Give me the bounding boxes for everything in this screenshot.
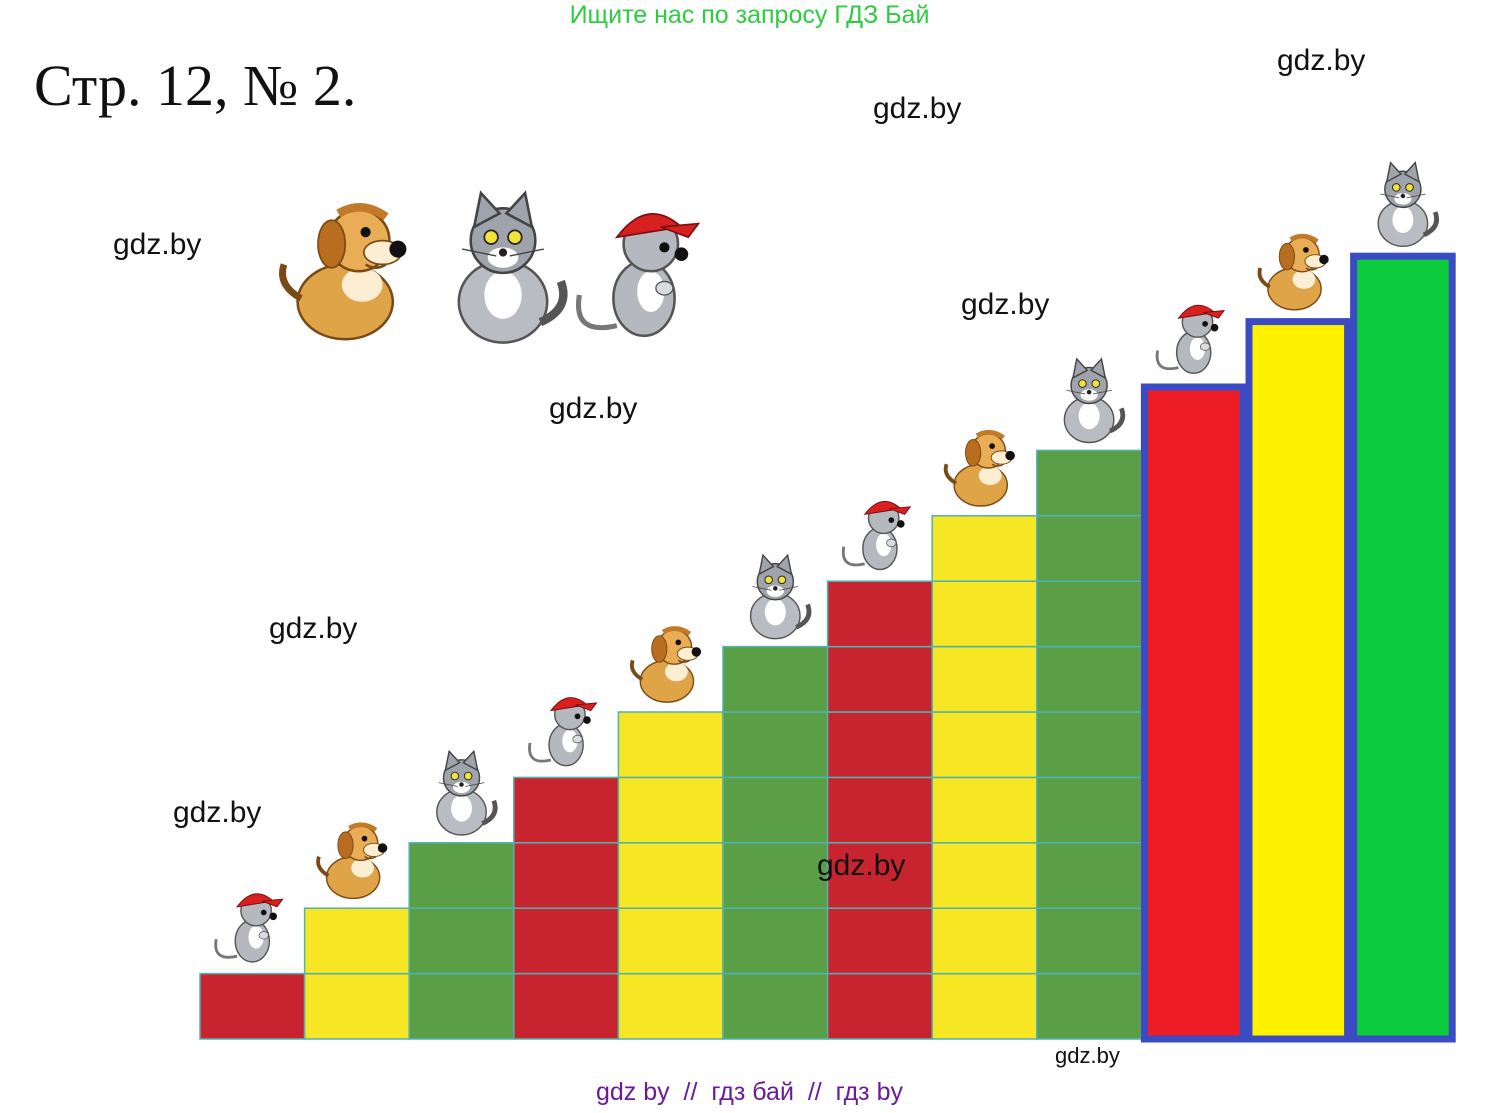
mouse-icon: [214, 892, 285, 964]
header-note: Ищите нас по запросу ГДЗ Бай: [569, 1, 930, 29]
bar-9-cell: [1036, 711, 1143, 779]
cat-icon: [1064, 359, 1122, 443]
bar-6-cell: [722, 907, 829, 975]
bar-2-cell: [303, 972, 410, 1040]
dog-icon: [318, 825, 387, 899]
bar-7-cell: [826, 645, 933, 713]
bar-6-cell: [722, 842, 829, 909]
bar-6-cell: [722, 972, 829, 1040]
bar-7-cell: [826, 972, 933, 1040]
cat-icon: [437, 751, 495, 835]
bar-10: [1140, 383, 1247, 1043]
watermark: gdz.by: [113, 228, 202, 261]
mouse-icon: [841, 499, 912, 571]
bar-8-cell: [931, 515, 1038, 582]
mouse-icon: [528, 696, 598, 768]
bar-8-cell: [931, 842, 1038, 909]
bar-9-cell: [1036, 907, 1143, 975]
bar-3-cell: [408, 972, 515, 1040]
bar-4-cell: [513, 972, 620, 1040]
bar-9-cell: [1036, 842, 1143, 909]
watermark: gdz.by: [549, 392, 638, 425]
bar-7-cell: [826, 907, 933, 975]
sequence-dog-icon: [282, 207, 406, 339]
dog-icon: [1259, 236, 1328, 310]
bar-1-cell: [199, 972, 306, 1040]
bar-12: [1350, 252, 1456, 1043]
bar-9-cell: [1036, 972, 1143, 1040]
bar-9-cell: [1036, 645, 1143, 713]
bar-7-cell: [826, 580, 933, 648]
watermark: gdz.by: [173, 796, 262, 829]
bar-6-cell: [722, 645, 829, 713]
bar-9-cell: [1036, 580, 1143, 648]
bar-5-cell: [617, 776, 724, 844]
cat-icon: [1378, 163, 1436, 247]
mouse-icon: [1155, 303, 1226, 375]
watermark: gdz.by: [1055, 1043, 1120, 1068]
bar-6-cell: [722, 776, 829, 844]
watermark: gdz.by: [961, 288, 1050, 321]
bar-8-cell: [931, 972, 1038, 1040]
bar-8-cell: [931, 907, 1038, 975]
watermark: gdz.by: [873, 92, 962, 125]
bar-8-cell: [931, 776, 1038, 844]
bar-6-cell: [722, 711, 829, 779]
bar-7-cell: [826, 711, 933, 779]
watermark: gdz.by: [817, 849, 906, 882]
bar-8-cell: [931, 645, 1038, 713]
bar-5-cell: [617, 907, 724, 975]
bar-5-cell: [617, 972, 724, 1040]
bar-4-cell: [513, 907, 620, 975]
bar-9-cell: [1036, 515, 1143, 582]
bar-5-cell: [617, 842, 724, 909]
bar-2-cell: [303, 907, 410, 975]
dog-icon: [946, 432, 1015, 506]
bar-11: [1245, 318, 1352, 1043]
bar-4-cell: [513, 776, 620, 844]
dog-icon: [632, 629, 701, 703]
bar-7-cell: [826, 842, 933, 909]
cat-icon: [751, 555, 809, 639]
watermark: gdz.by: [269, 612, 358, 645]
bar-7-cell: [826, 776, 933, 844]
watermark: gdz.by: [1277, 44, 1366, 77]
bar-9-cell: [1036, 776, 1143, 844]
bar-5-cell: [617, 711, 724, 779]
sequence-mouse-icon: [578, 214, 698, 336]
sequence-cat-icon: [459, 193, 564, 343]
bar-3-cell: [408, 907, 515, 975]
bar-9-cell: [1036, 449, 1143, 517]
bar-8-cell: [931, 580, 1038, 648]
bar-4-cell: [513, 842, 620, 909]
bar-3-cell: [408, 842, 515, 909]
footer-note: gdz by // гдз бай // гдз by: [595, 1078, 903, 1106]
page-title: Стр. 12, № 2.: [34, 53, 357, 118]
bar-8-cell: [931, 711, 1038, 779]
